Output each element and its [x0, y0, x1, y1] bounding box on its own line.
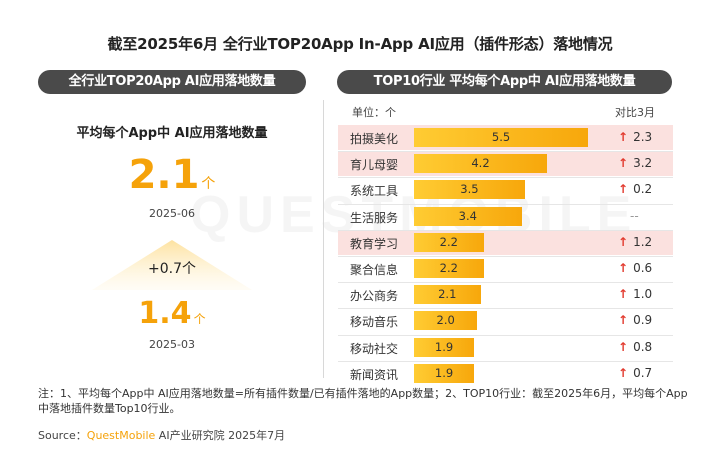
previous-date: 2025-03: [149, 338, 195, 351]
bar: [414, 337, 475, 357]
up-arrow-icon: ↑: [618, 339, 629, 354]
row-separator: [338, 360, 673, 362]
current-date: 2025-06: [149, 207, 195, 220]
left-panel-header: 全行业TOP20App AI应用落地数量: [38, 70, 306, 94]
row-separator: [338, 229, 673, 231]
source-line: Source：QuestMobile AI产业研究院 2025年7月: [38, 427, 285, 443]
bar: [414, 285, 481, 305]
category-label: 移动音乐: [349, 315, 398, 330]
bar-value-label: 2.2: [439, 261, 458, 275]
change-vs-march: ↑ 1.2: [618, 235, 652, 249]
category-label: 系统工具: [349, 184, 398, 199]
up-arrow-icon: ↑: [618, 261, 629, 275]
bar-value-label: 2.2: [439, 234, 458, 249]
category-label: 生活服务: [349, 210, 398, 225]
current-value: 2.1 个: [38, 152, 306, 198]
panel-divider: [323, 100, 324, 378]
source-brand: QuestMobile: [86, 429, 156, 442]
bar: [414, 154, 547, 174]
right-panel-header: TOP10行业 平均每个App中 AI应用落地数量: [337, 70, 672, 94]
change-value: 0.2: [633, 182, 653, 197]
change-value: 3.2: [633, 156, 653, 171]
category-label: 新闻资讯: [349, 367, 398, 382]
up-arrow-icon: ↑: [618, 365, 629, 380]
up-arrow-icon: ↑: [618, 156, 629, 171]
change-value: 1.0: [633, 287, 653, 302]
row-separator: [338, 203, 673, 205]
bar: [414, 180, 525, 200]
change-value: 1.2: [633, 234, 653, 249]
current-value-unit: 个: [201, 176, 216, 192]
bar-value-label: 2.1: [438, 287, 457, 302]
bar-value-label: 1.9: [434, 339, 454, 354]
chart-title: 截至2025年6月 全行业TOP20App In-App AI应用（插件形态）落…: [107, 35, 613, 53]
growth-value: +0.7个: [148, 261, 196, 277]
bar-value-label: 1.9: [434, 365, 454, 380]
change-value: 0.6: [633, 261, 653, 275]
row-separator: [338, 308, 673, 310]
up-arrow-icon: ↑: [618, 234, 629, 249]
category-label: 育儿母婴: [349, 158, 398, 173]
previous-value: 1.4 个: [38, 296, 306, 331]
change-value: 0.8: [633, 339, 653, 354]
up-arrow-icon: ↑: [618, 130, 629, 144]
change-vs-march: ↑ 3.2: [618, 156, 652, 170]
bar: [414, 259, 484, 278]
bar: [414, 232, 484, 252]
compare-label: 对比3月: [615, 106, 655, 119]
row-separator: [338, 282, 673, 284]
metric-label: 平均每个App中 AI应用落地数量: [76, 126, 268, 141]
category-label: 移动社交: [349, 341, 398, 356]
category-label: 办公商务: [349, 289, 398, 304]
bar-value-label: 5.5: [491, 130, 511, 144]
row-separator: [338, 256, 673, 257]
row-separator: [338, 334, 673, 336]
previous-value-number: 1.4: [138, 296, 192, 331]
up-arrow-icon: ↑: [618, 313, 629, 328]
up-arrow-icon: [92, 240, 252, 290]
up-arrow-icon: ↑: [618, 182, 629, 197]
row-separator: [338, 177, 673, 179]
highlight-row: [338, 229, 673, 255]
change-vs-march: ↑ 0.8: [618, 340, 652, 354]
change-vs-march: ↑ 2.3: [618, 130, 652, 144]
bar-value-label: 2.0: [436, 313, 455, 328]
change-vs-march: ↑ 0.9: [618, 313, 652, 327]
current-value-number: 2.1: [128, 152, 200, 198]
source-prefix: Source：: [38, 429, 87, 442]
bar-value-label: 3.4: [458, 208, 477, 223]
change-value: 0.9: [633, 313, 653, 328]
bar-value-label: 3.5: [460, 182, 479, 197]
change-value: 2.3: [633, 130, 653, 144]
bar: [414, 206, 522, 226]
row-separator: [338, 151, 673, 153]
previous-value-unit: 个: [193, 312, 206, 326]
category-label: 拍摄美化: [349, 132, 398, 146]
change-value: 0.7: [633, 365, 653, 380]
bar-value-label: 4.2: [471, 156, 490, 171]
change-vs-march: ↑ 1.0: [618, 287, 652, 301]
category-label: 教育学习: [349, 236, 398, 251]
change-vs-march: ↑ 0.7: [618, 366, 652, 380]
unit-label: 单位：个: [352, 106, 396, 119]
bar: [414, 311, 478, 331]
change-vs-march: ↑ 0.2: [618, 182, 652, 196]
bar: [414, 128, 589, 147]
source-suffix: AI产业研究院 2025年7月: [155, 429, 286, 442]
change-vs-march: --: [630, 208, 639, 223]
bar: [414, 363, 475, 383]
up-arrow-icon: ↑: [618, 287, 629, 302]
footnote: 注：1、平均每个App中 AI应用落地数量=所有插件数量/已有插件落地的App数…: [38, 387, 688, 415]
category-label: 聚合信息: [349, 263, 398, 277]
change-vs-march: ↑ 0.6: [618, 261, 652, 275]
